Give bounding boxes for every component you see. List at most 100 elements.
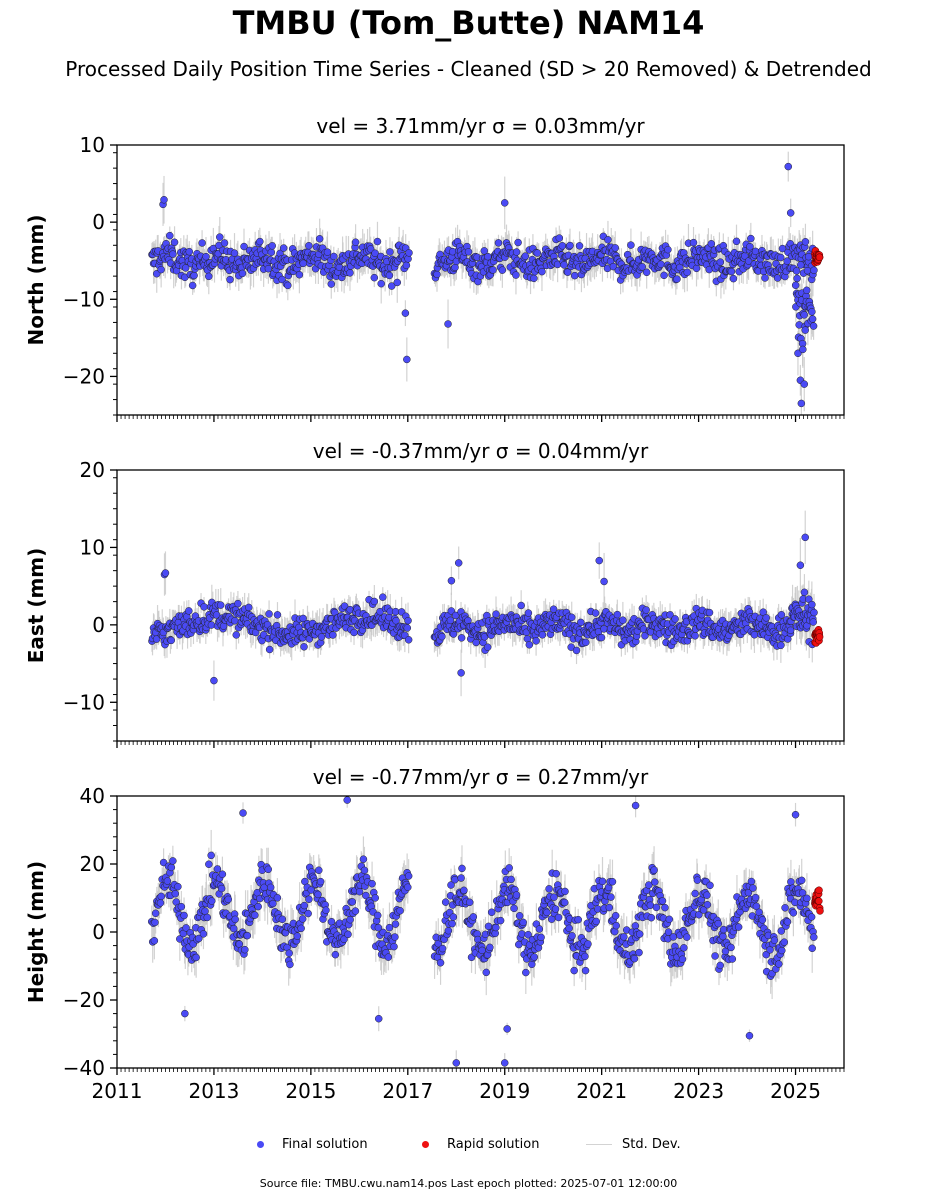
final-solution-point xyxy=(489,266,497,274)
final-solution-point xyxy=(218,870,227,878)
final-solution-point xyxy=(217,884,226,893)
final-solution-point xyxy=(810,608,818,617)
final-solution-point xyxy=(451,611,460,620)
final-solution-point xyxy=(386,248,394,256)
final-solution-point xyxy=(298,915,307,923)
final-solution-point xyxy=(238,269,247,278)
final-solution-point xyxy=(577,618,585,627)
y-tick-label: 0 xyxy=(92,210,105,234)
final-solution-point xyxy=(565,630,574,638)
final-solution-point xyxy=(591,609,600,617)
final-solution-point xyxy=(582,638,590,647)
final-solution-point xyxy=(266,883,275,892)
final-solution-point xyxy=(205,272,213,281)
final-solution-point xyxy=(597,633,606,642)
final-solution-point xyxy=(230,249,239,257)
final-solution-point xyxy=(379,593,387,601)
final-solution-point xyxy=(385,271,394,280)
final-solution-point xyxy=(174,882,182,891)
final-solution-point xyxy=(182,924,190,932)
final-solution-point xyxy=(346,269,354,277)
final-solution-point xyxy=(567,613,576,622)
final-solution-point xyxy=(604,236,612,244)
final-solution-point xyxy=(167,636,175,645)
final-solution-point xyxy=(264,264,273,273)
final-solution-point xyxy=(307,886,316,894)
final-solution-point xyxy=(151,918,159,927)
final-solution-point xyxy=(525,641,534,649)
final-solution-point xyxy=(205,860,213,868)
y-tick-label: 10 xyxy=(80,133,105,157)
final-solution-point xyxy=(322,906,330,914)
final-solution-point xyxy=(377,279,385,288)
final-solution-point xyxy=(575,242,584,250)
final-solution-point xyxy=(792,267,801,275)
rapid-solution-point xyxy=(815,253,824,262)
final-solution-point xyxy=(300,643,308,651)
final-solution-point xyxy=(609,262,618,271)
final-solution-point xyxy=(784,162,793,171)
final-solution-point xyxy=(613,610,622,619)
final-solution-point xyxy=(157,892,166,901)
final-solution-point xyxy=(729,274,738,283)
final-solution-point xyxy=(224,895,233,904)
final-solution-point xyxy=(150,937,159,945)
final-solution-point xyxy=(558,242,567,250)
final-solution-point xyxy=(802,286,811,295)
final-solution-point xyxy=(243,931,252,940)
final-solution-point xyxy=(192,953,200,962)
final-solution-point xyxy=(373,237,382,246)
final-solution-point xyxy=(305,241,313,250)
final-solution-point xyxy=(689,238,698,247)
final-solution-point xyxy=(660,271,668,280)
chart-canvas: 10 0 −10 −20 vel = 3.71mm/yr σ = 0.03mm/yr No… xyxy=(24,114,845,1103)
final-solution-point xyxy=(240,242,248,251)
final-solution-point xyxy=(786,209,795,217)
final-solution-point xyxy=(393,278,402,287)
final-solution-point xyxy=(195,934,203,943)
final-solution-point xyxy=(457,634,466,642)
y-tick-label: 10 xyxy=(80,535,105,559)
final-solution-point xyxy=(783,257,791,265)
final-solution-point xyxy=(808,315,817,323)
final-solution-point xyxy=(786,626,795,635)
final-solution-point xyxy=(705,608,714,617)
final-solution-point xyxy=(251,911,259,919)
final-solution-point xyxy=(297,924,305,933)
final-solution-point xyxy=(285,949,293,957)
final-solution-point xyxy=(762,614,770,622)
final-solution-point xyxy=(232,631,241,639)
final-solution-point xyxy=(446,616,455,625)
final-solution-point xyxy=(808,600,816,609)
final-solution-point xyxy=(642,606,650,614)
final-solution-point xyxy=(185,247,194,256)
final-solution-point xyxy=(299,259,307,268)
final-solution-point xyxy=(207,621,216,629)
final-solution-point xyxy=(538,631,547,639)
final-solution-point xyxy=(532,637,540,645)
final-solution-point xyxy=(317,633,326,641)
final-solution-point xyxy=(171,889,180,898)
panel-title: vel = 3.71mm/yr σ = 0.03mm/yr xyxy=(316,114,645,138)
final-solution-point xyxy=(447,576,456,585)
y-axis-label: North (mm) xyxy=(24,214,48,345)
final-solution-point xyxy=(167,863,176,872)
final-solution-point xyxy=(566,241,574,250)
final-solution-point xyxy=(185,607,193,615)
final-solution-point xyxy=(403,624,412,632)
final-solution-point xyxy=(433,270,441,279)
final-solution-point xyxy=(315,235,324,243)
final-solution-point xyxy=(533,249,542,257)
final-solution-point xyxy=(166,231,174,240)
final-solution-point xyxy=(199,930,208,938)
final-solution-point xyxy=(284,281,292,290)
final-solution-point xyxy=(600,577,608,586)
final-solution-point xyxy=(691,632,699,640)
final-solution-point xyxy=(451,263,459,272)
final-solution-point xyxy=(279,244,288,252)
final-solution-point xyxy=(231,915,239,924)
final-solution-point xyxy=(796,561,805,569)
final-solution-point xyxy=(176,935,184,943)
final-solution-point xyxy=(483,643,492,651)
